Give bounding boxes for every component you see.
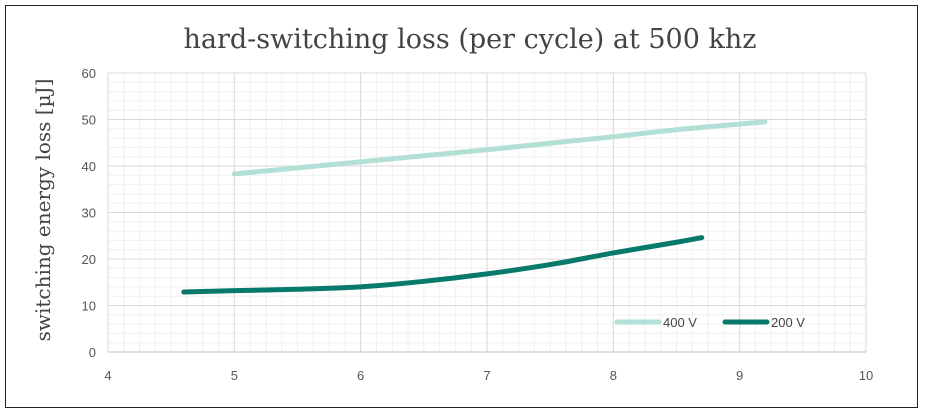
x-tick-label: 5 — [231, 368, 238, 383]
y-tick-label: 50 — [82, 113, 96, 128]
y-tick-label: 20 — [82, 252, 96, 267]
legend-label-400-v: 400 V — [663, 315, 697, 330]
chart-title: hard-switching loss (per cycle) at 500 k… — [184, 24, 757, 55]
x-tick-label: 10 — [859, 368, 873, 383]
y-axis-label: switching energy loss [µJ] — [31, 79, 55, 342]
x-tick-label: 7 — [483, 368, 490, 383]
legend: 400 V 200 V — [614, 315, 805, 330]
y-tick-label: 30 — [82, 206, 96, 221]
y-tick-label: 60 — [82, 66, 96, 81]
legend-label-200-v: 200 V — [771, 315, 805, 330]
y-tick-label: 40 — [82, 159, 96, 174]
series-line-400-v — [231, 119, 768, 177]
x-tick-label: 9 — [736, 368, 743, 383]
grid — [107, 72, 867, 353]
chart-frame — [5, 5, 918, 408]
y-tick-label: 10 — [82, 299, 96, 314]
y-tick-label: 0 — [89, 345, 96, 360]
x-tick-label: 8 — [610, 368, 617, 383]
axes: 4 5 6 7 8 9 10 0 10 20 30 40 50 60 — [82, 66, 874, 383]
x-tick-label: 4 — [104, 368, 111, 383]
series-line-200-v — [181, 235, 705, 295]
x-tick-label: 6 — [357, 368, 364, 383]
series-lines — [181, 119, 768, 295]
